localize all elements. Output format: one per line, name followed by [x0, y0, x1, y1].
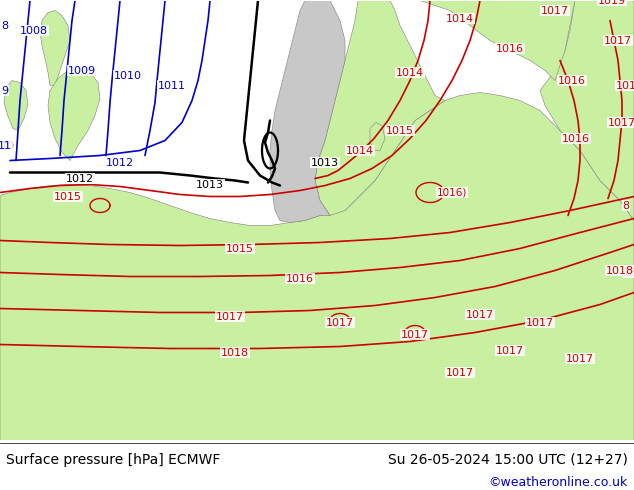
Text: 1016: 1016 — [562, 133, 590, 144]
Text: 1012: 1012 — [106, 157, 134, 168]
Text: 1008: 1008 — [20, 25, 48, 35]
Text: 1017: 1017 — [496, 345, 524, 356]
Text: 1017: 1017 — [566, 353, 594, 364]
Text: 1016): 1016) — [437, 188, 467, 197]
Text: 1016: 1016 — [286, 273, 314, 284]
Text: 1010: 1010 — [114, 71, 142, 80]
Polygon shape — [270, 0, 345, 222]
Text: 1014: 1014 — [446, 14, 474, 24]
Text: 11: 11 — [0, 141, 12, 150]
Polygon shape — [315, 0, 445, 216]
Text: 10: 10 — [1, 141, 15, 150]
Polygon shape — [540, 0, 634, 220]
Text: Surface pressure [hPa] ECMWF: Surface pressure [hPa] ECMWF — [6, 453, 221, 466]
Text: 1016: 1016 — [558, 75, 586, 85]
Polygon shape — [48, 69, 100, 161]
Text: 1015: 1015 — [54, 192, 82, 201]
Text: 1014: 1014 — [396, 68, 424, 77]
Text: 9: 9 — [1, 85, 9, 96]
Text: 1016: 1016 — [496, 44, 524, 53]
Polygon shape — [4, 80, 28, 130]
Text: 1017: 1017 — [541, 5, 569, 16]
Polygon shape — [420, 0, 575, 80]
Text: 1017: 1017 — [446, 368, 474, 377]
Text: ©weatheronline.co.uk: ©weatheronline.co.uk — [488, 476, 628, 489]
Text: 1015: 1015 — [226, 244, 254, 253]
Text: 1017: 1017 — [466, 310, 494, 319]
Text: 18: 18 — [623, 268, 634, 277]
Text: 1015: 1015 — [386, 125, 414, 136]
Text: 1009: 1009 — [68, 66, 96, 75]
Text: Su 26-05-2024 15:00 UTC (12+27): Su 26-05-2024 15:00 UTC (12+27) — [388, 453, 628, 466]
Polygon shape — [0, 93, 634, 441]
Text: 1017: 1017 — [216, 312, 244, 321]
Text: 1017: 1017 — [604, 35, 632, 46]
Text: 1017: 1017 — [326, 318, 354, 327]
Text: 1013: 1013 — [311, 157, 339, 168]
Text: 1018: 1018 — [606, 266, 634, 275]
Text: 8: 8 — [623, 200, 630, 211]
Text: 1019: 1019 — [598, 0, 626, 5]
Polygon shape — [370, 122, 385, 150]
Text: 1014: 1014 — [346, 146, 374, 155]
Polygon shape — [40, 10, 70, 85]
Text: 1018: 1018 — [221, 347, 249, 358]
Text: 1017: 1017 — [401, 329, 429, 340]
Text: 1019: 1019 — [616, 80, 634, 91]
Text: 1011: 1011 — [158, 80, 186, 91]
Text: 1013: 1013 — [196, 179, 224, 190]
Text: 1017: 1017 — [608, 118, 634, 127]
Text: 1012: 1012 — [66, 173, 94, 183]
Text: 8: 8 — [1, 21, 9, 30]
Text: 1017: 1017 — [526, 318, 554, 327]
